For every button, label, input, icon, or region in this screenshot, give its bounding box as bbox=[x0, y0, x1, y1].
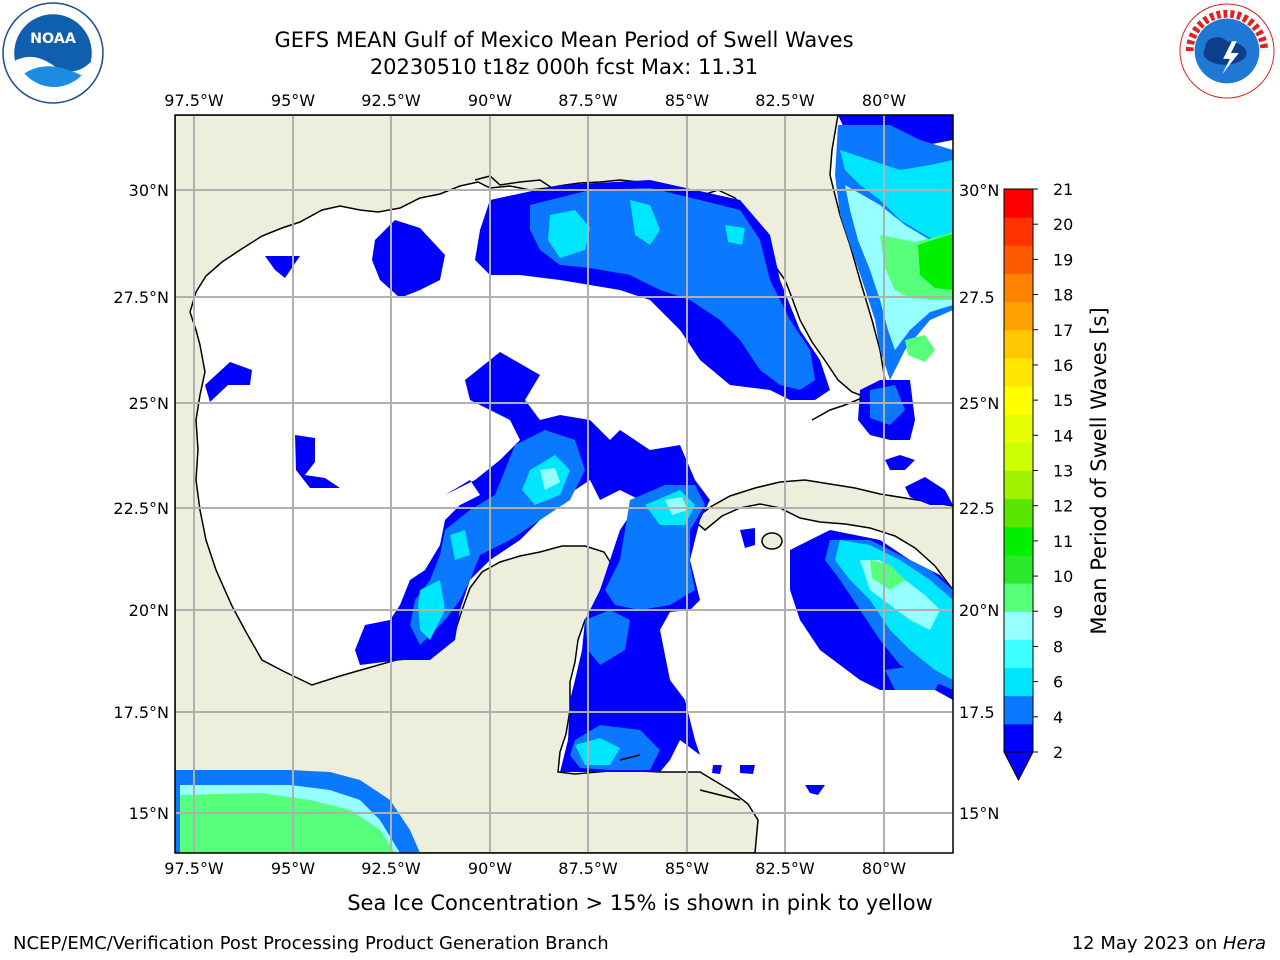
lon-label: 92.5°W bbox=[361, 859, 421, 878]
colorbar-segment bbox=[1004, 498, 1033, 528]
colorbar-tick-label: 4 bbox=[1053, 708, 1063, 727]
lat-label: 17.5°N bbox=[113, 703, 169, 722]
lat-label: 25°N bbox=[959, 394, 999, 413]
lat-label: 27.5°N bbox=[113, 288, 169, 307]
lat-label: 22.5 bbox=[959, 499, 995, 518]
caption: Sea Ice Concentration > 15% is shown in … bbox=[347, 891, 933, 915]
lon-label: 80°W bbox=[862, 91, 906, 110]
colorbar-tick-label: 16 bbox=[1053, 356, 1073, 375]
noaa-logo: NOAA bbox=[2, 2, 104, 104]
colorbar-segment bbox=[1004, 217, 1033, 246]
svg-text:NOAA: NOAA bbox=[30, 31, 76, 47]
land-isla-juventud bbox=[761, 532, 783, 550]
colorbar-tick-label: 18 bbox=[1053, 286, 1073, 305]
colorbar-segment bbox=[1004, 414, 1033, 443]
colorbar-segment bbox=[1004, 273, 1033, 303]
lon-label: 90°W bbox=[468, 859, 512, 878]
lat-label: 20°N bbox=[959, 601, 999, 620]
colorbar-tick-label: 2 bbox=[1053, 743, 1063, 762]
colorbar-segment bbox=[1004, 329, 1033, 359]
lon-label: 82.5°W bbox=[755, 859, 815, 878]
colorbar-tick-label: 21 bbox=[1053, 180, 1073, 199]
lon-label: 80°W bbox=[862, 859, 906, 878]
colorbar-tick-label: 15 bbox=[1053, 391, 1073, 410]
lat-label: 15°N bbox=[129, 804, 169, 823]
colorbar-tick-label: 9 bbox=[1053, 602, 1063, 621]
colorbar-segment bbox=[1004, 442, 1033, 471]
colorbar-segment bbox=[1004, 554, 1033, 584]
lon-label: 97.5°W bbox=[164, 91, 224, 110]
colorbar-tick-label: 11 bbox=[1053, 532, 1073, 551]
lat-label: 25°N bbox=[129, 394, 169, 413]
colorbar-segment bbox=[1004, 245, 1033, 274]
lon-label: 87.5°W bbox=[558, 91, 618, 110]
chart-title: GEFS MEAN Gulf of Mexico Mean Period of … bbox=[274, 28, 854, 52]
colorbar-tick-label: 14 bbox=[1053, 426, 1073, 445]
colorbar-label: Mean Period of Swell Waves [s] bbox=[1087, 307, 1111, 634]
lat-label: 27.5 bbox=[959, 288, 995, 307]
swell-10-11s bbox=[918, 234, 953, 290]
colorbar-segment bbox=[1004, 667, 1033, 697]
colorbar-segment bbox=[1004, 357, 1033, 387]
gridlines bbox=[175, 115, 953, 853]
colorbar-segment bbox=[1004, 639, 1033, 669]
nws-logo bbox=[1179, 3, 1275, 99]
lon-label: 85°W bbox=[665, 859, 709, 878]
map-area bbox=[175, 115, 953, 853]
colorbar-tick-label: 19 bbox=[1053, 250, 1073, 269]
lat-label: 30°N bbox=[129, 181, 169, 200]
lon-label: 82.5°W bbox=[755, 91, 815, 110]
colorbar-segment bbox=[1004, 723, 1033, 753]
colorbar-tick-label: 20 bbox=[1053, 215, 1073, 234]
lat-label: 20°N bbox=[129, 601, 169, 620]
lat-label: 22.5°N bbox=[113, 499, 169, 518]
colorbar-segment bbox=[1004, 386, 1033, 415]
lon-labels-top: 97.5°W 95°W 92.5°W 90°W 87.5°W 85°W 82.5… bbox=[164, 91, 906, 110]
colorbar: 2 4 6 8 9 10 11 12 13 14 15 16 17 18 19 20 21 bbox=[1003, 180, 1073, 782]
colorbar-tick-label: 6 bbox=[1053, 673, 1063, 692]
lat-label: 30°N bbox=[959, 181, 999, 200]
footer-date: 12 May 2023 on Hera bbox=[1071, 933, 1266, 954]
colorbar-segment bbox=[1004, 189, 1033, 218]
lon-label: 95°W bbox=[271, 91, 315, 110]
lat-labels-left: 30°N 27.5°N 25°N 22.5°N 20°N 17.5°N 15°N bbox=[113, 181, 169, 823]
footer-credit: NCEP/EMC/Verification Post Processing Pr… bbox=[13, 933, 609, 954]
lat-label: 15°N bbox=[959, 804, 999, 823]
lon-label: 90°W bbox=[468, 91, 512, 110]
colorbar-segment bbox=[1004, 301, 1033, 331]
lon-labels-bottom: 97.5°W 95°W 92.5°W 90°W 87.5°W 85°W 82.5… bbox=[164, 859, 906, 878]
colorbar-segment bbox=[1004, 583, 1033, 612]
colorbar-segment bbox=[1004, 695, 1033, 725]
colorbar-tick-label: 17 bbox=[1053, 321, 1073, 340]
colorbar-tick-label: 13 bbox=[1053, 462, 1073, 481]
lon-label: 85°W bbox=[665, 91, 709, 110]
lon-label: 87.5°W bbox=[558, 859, 618, 878]
lat-label: 17.5 bbox=[959, 703, 995, 722]
colorbar-segment bbox=[1004, 526, 1033, 556]
colorbar-tick-label: 8 bbox=[1053, 637, 1063, 656]
lat-labels-right: 30°N 27.5 25°N 22.5 20°N 17.5 15°N bbox=[959, 181, 999, 823]
map-frame bbox=[174, 114, 954, 854]
lon-label: 97.5°W bbox=[164, 859, 224, 878]
lon-label: 95°W bbox=[271, 859, 315, 878]
chart-subtitle: 20230510 t18z 000h fcst Max: 11.31 bbox=[369, 55, 759, 79]
colorbar-segment bbox=[1004, 611, 1033, 640]
colorbar-segment bbox=[1004, 470, 1033, 500]
colorbar-tick-label: 10 bbox=[1053, 567, 1073, 586]
coastline-details bbox=[474, 175, 863, 801]
colorbar-tick-label: 12 bbox=[1053, 497, 1073, 516]
colorbar-extend-arrow bbox=[1003, 751, 1034, 782]
lon-label: 92.5°W bbox=[361, 91, 421, 110]
